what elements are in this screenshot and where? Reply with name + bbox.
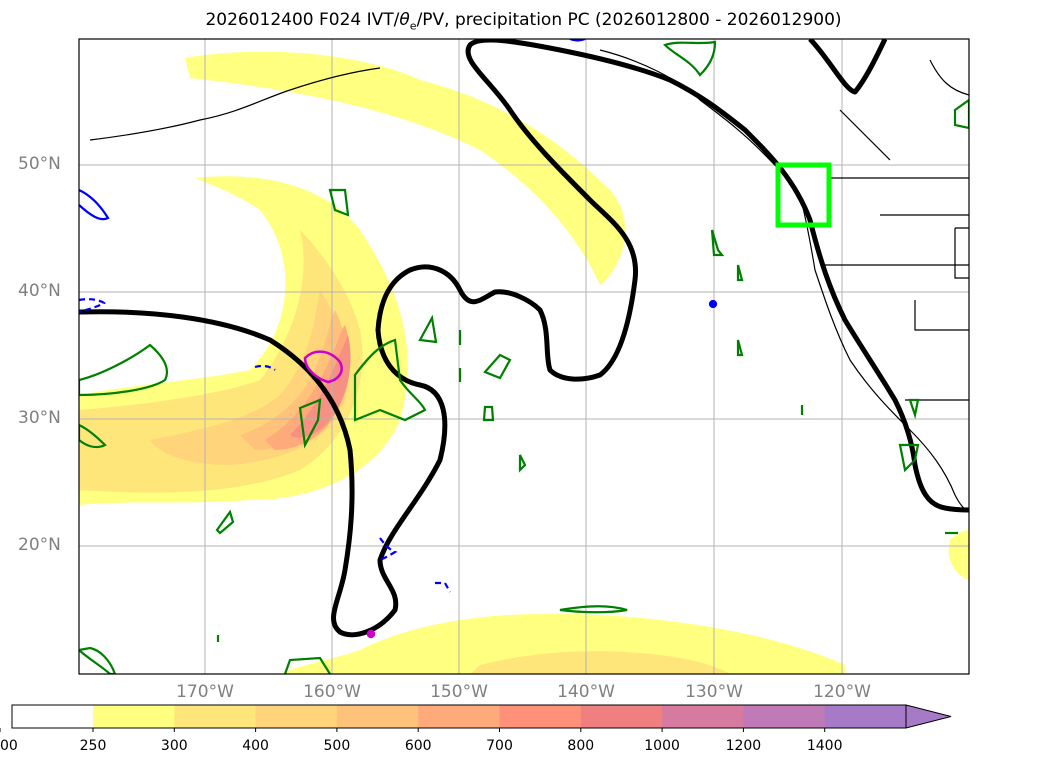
colorbar-segment [499,705,582,728]
colorbar-tick-label: 1600 [0,738,18,754]
highlight-box [775,162,832,228]
colorbar-tick-label: 1400 [806,738,843,754]
colorbar-tick-label: 800 [567,738,595,754]
colorbar-segment [824,705,907,728]
colorbar-segment [418,705,500,728]
colorbar-segment [93,705,175,728]
colorbar-extend-arrow [905,704,952,729]
chart-title: 2026012400 F024 IVT/θe/PV, precipitation… [205,10,842,33]
colorbar-segment [336,705,419,728]
lon-label-120: 120°W [813,682,871,702]
lon-label-170: 170°W [176,682,234,702]
colorbar-tick-label: 400 [242,738,269,754]
map-frame [78,38,970,675]
colorbar [0,704,952,732]
colorbar-tick-label: 250 [79,738,107,754]
pv-contour [79,39,969,638]
negative-contours [79,39,718,593]
colorbar-segment [662,705,744,728]
ivt-shading [79,51,969,674]
colorbar-segment [743,705,826,728]
colorbar-outline [11,704,906,729]
colorbar-tick-label: 300 [160,738,188,754]
gridlines [79,39,969,674]
lat-label-30: 30°N [18,408,61,428]
colorbar-tick-label: 700 [486,738,513,754]
colorbar-segment [174,705,257,728]
magenta-contour [303,350,376,639]
colorbar-segment [12,705,94,728]
coastlines [89,49,969,513]
colorbar-tick-label: 600 [404,738,432,754]
colorbar-tick-label: 500 [323,738,351,754]
lat-label-50: 50°N [18,154,61,174]
lon-label-160: 160°W [303,682,361,702]
colorbar-tick-label: 1000 [644,738,680,754]
colorbar-segment [255,705,338,728]
lat-label-20: 20°N [18,535,61,555]
lon-label-140: 140°W [557,682,615,702]
theta-e-contours [79,40,969,674]
lon-label-130: 130°W [685,682,743,702]
colorbar-tick-label: 1200 [725,738,762,754]
lon-label-150: 150°W [430,682,488,702]
lat-label-40: 40°N [18,281,61,301]
colorbar-segment [580,705,663,728]
